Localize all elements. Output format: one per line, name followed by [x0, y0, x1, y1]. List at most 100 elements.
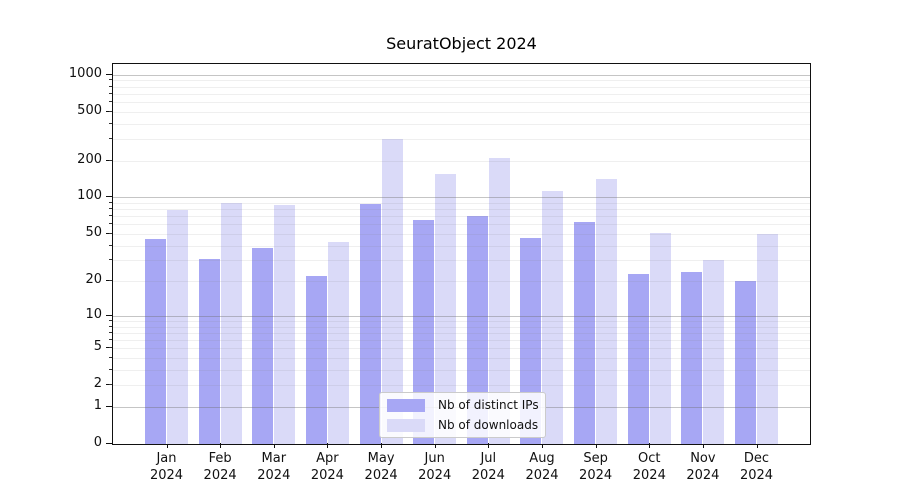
y-minor-tick-mark	[109, 325, 112, 327]
y-minor-tick-mark	[109, 215, 112, 217]
minor-gridline	[113, 93, 810, 95]
bar-downloads-apr	[327, 241, 349, 444]
y-minor-tick-mark	[109, 357, 112, 358]
y-tick-mark	[106, 314, 112, 316]
bar-ips-nov	[681, 271, 703, 444]
y-minor-tick-mark	[109, 339, 112, 340]
bar-ips-feb	[198, 258, 220, 444]
bar-downloads-nov	[703, 260, 725, 444]
bar-downloads-sep	[596, 179, 618, 444]
minor-gridline	[113, 111, 810, 113]
x-tick-mark	[702, 443, 704, 448]
y-tick-label: 500	[77, 102, 102, 118]
minor-gridline	[113, 160, 810, 162]
x-tick-label: Dec 2024	[739, 451, 774, 483]
legend-swatch-downloads	[387, 418, 425, 432]
minor-gridline	[113, 209, 810, 210]
x-tick-label: Jun 2024	[418, 451, 452, 483]
major-gridline	[113, 197, 810, 199]
minor-gridline	[113, 233, 810, 235]
bar-ips-jun	[413, 219, 435, 444]
y-tick-mark	[106, 443, 112, 444]
x-tick-mark	[166, 443, 168, 448]
x-tick-mark	[434, 443, 436, 448]
minor-gridline	[113, 281, 810, 283]
bar-ips-may	[359, 204, 381, 444]
plot-area	[112, 63, 811, 445]
bar-downloads-jan	[167, 210, 188, 444]
minor-gridline	[113, 224, 810, 226]
x-tick-label: Feb 2024	[203, 451, 237, 483]
bar-downloads-may	[381, 138, 403, 444]
y-tick-label: 1	[93, 397, 102, 413]
legend-label-distinct-ips: Nb of distinct IPs	[438, 398, 539, 412]
x-tick-label: Jul 2024	[471, 451, 505, 483]
y-tick-label: 10	[85, 306, 102, 322]
major-gridline	[113, 315, 810, 317]
x-tick-mark	[381, 443, 383, 448]
minor-gridline	[113, 86, 810, 88]
legend-swatch-distinct-ips	[387, 398, 425, 412]
minor-gridline	[113, 260, 810, 262]
minor-gridline	[113, 320, 810, 322]
x-tick-label: Nov 2024	[686, 451, 720, 483]
minor-gridline	[113, 326, 810, 328]
bar-ips-apr	[305, 276, 327, 444]
bar-ips-jul	[466, 216, 488, 444]
y-minor-tick-mark	[109, 100, 112, 102]
y-tick-label: 200	[77, 151, 102, 167]
minor-gridline	[113, 385, 810, 387]
legend-label-downloads: Nb of downloads	[438, 418, 539, 432]
y-minor-tick-mark	[109, 85, 112, 87]
y-tick-mark	[106, 405, 112, 407]
bar-downloads-mar	[274, 204, 296, 444]
y-minor-tick-mark	[109, 244, 112, 246]
y-tick-label: 5	[93, 339, 102, 355]
x-tick-mark	[273, 443, 275, 448]
x-tick-mark	[488, 443, 490, 448]
x-tick-mark	[327, 443, 329, 448]
x-tick-label: Aug 2024	[525, 451, 559, 483]
y-tick-label: 100	[77, 188, 102, 204]
minor-gridline	[113, 138, 810, 140]
bar-downloads-oct	[649, 232, 671, 444]
y-minor-tick-mark	[109, 110, 112, 112]
minor-gridline	[113, 101, 810, 103]
y-minor-tick-mark	[109, 137, 112, 139]
x-tick-label: Oct 2024	[632, 451, 666, 483]
minor-gridline	[113, 340, 810, 341]
y-tick-mark	[106, 196, 112, 198]
x-tick-mark	[595, 443, 597, 448]
y-minor-tick-mark	[109, 79, 112, 81]
x-tick-label: Apr 2024	[310, 451, 344, 483]
y-minor-tick-mark	[109, 232, 112, 234]
x-tick-label: May 2024	[364, 451, 398, 483]
chart-title: SeuratObject 2024	[386, 34, 537, 53]
y-minor-tick-mark	[109, 223, 112, 225]
y-minor-tick-mark	[109, 159, 112, 161]
x-tick-mark	[649, 443, 651, 448]
bar-ips-dec	[735, 281, 757, 444]
minor-gridline	[113, 202, 810, 204]
y-tick-label: 1000	[68, 65, 102, 81]
bar-downloads-jul	[488, 157, 510, 444]
x-tick-mark	[542, 443, 543, 448]
y-tick-label: 0	[93, 435, 102, 450]
y-minor-tick-mark	[109, 347, 112, 349]
y-minor-tick-mark	[109, 201, 112, 203]
y-tick-label: 2	[93, 376, 102, 392]
x-tick-label: Sep 2024	[579, 451, 613, 483]
minor-gridline	[113, 358, 810, 359]
bar-downloads-dec	[757, 233, 779, 444]
minor-gridline	[113, 245, 810, 247]
minor-gridline	[113, 348, 810, 350]
y-tick-label: 50	[85, 224, 102, 240]
y-tick-mark	[106, 73, 112, 75]
minor-gridline	[113, 216, 810, 218]
y-minor-tick-mark	[109, 92, 112, 94]
minor-gridline	[113, 123, 810, 125]
y-minor-tick-mark	[109, 319, 112, 321]
bar-downloads-jun	[435, 174, 457, 444]
y-minor-tick-mark	[109, 259, 112, 261]
